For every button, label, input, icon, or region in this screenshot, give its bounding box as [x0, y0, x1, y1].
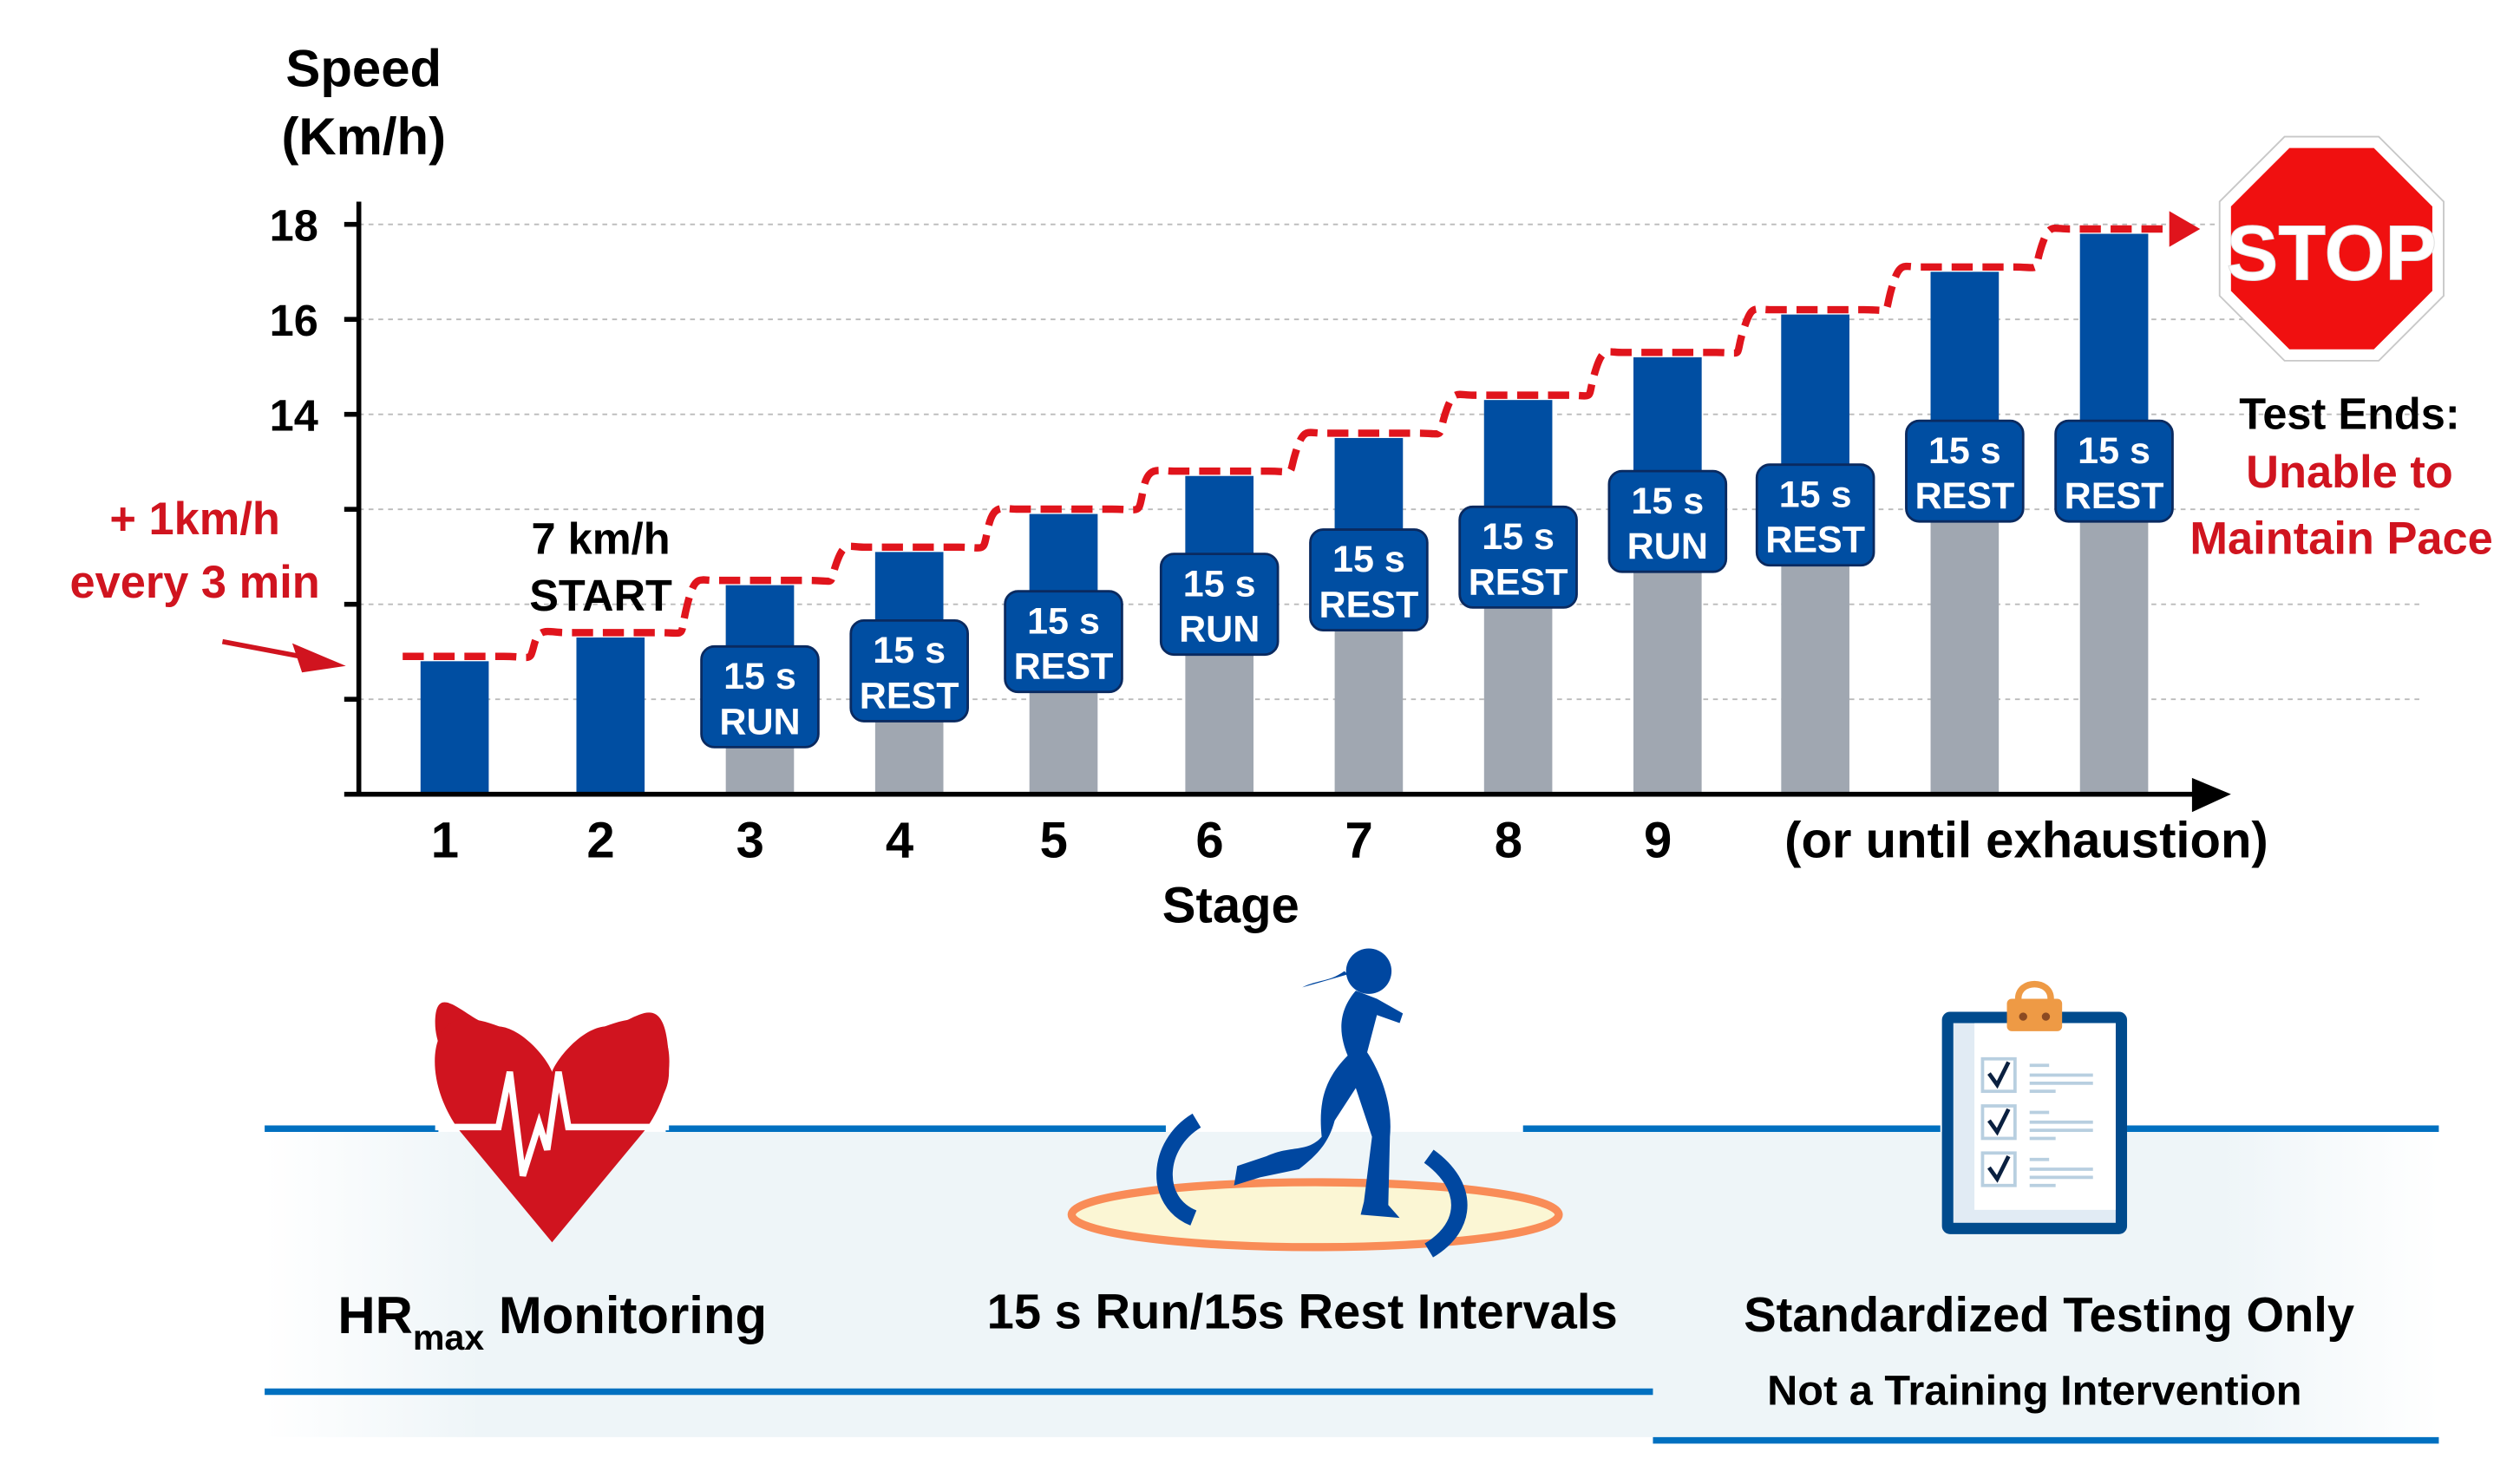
bar-run-portion — [2079, 233, 2149, 424]
increment-label-line2: every 3 min — [69, 558, 319, 608]
interval-badge-type: RUN — [719, 701, 800, 742]
runner-icon — [1067, 948, 1563, 1258]
testing-label: Standardized Testing Only — [1744, 1287, 2354, 1342]
bar-run-portion — [874, 552, 944, 625]
interval-badge-duration: 15 s — [1482, 516, 1555, 558]
interval-badge-type: REST — [860, 675, 959, 716]
bar-run-portion — [1781, 314, 1849, 468]
end-reason-line2: Maintain Pace — [2189, 514, 2492, 565]
interval-badge-box — [1755, 463, 1875, 567]
hr-label-sub: max — [413, 1318, 484, 1357]
interval-badge: 15 s REST — [1755, 463, 1875, 567]
bar-run-portion — [1185, 475, 1254, 558]
heart-ecg-icon — [435, 1002, 670, 1243]
interval-badge-type: RUN — [1627, 526, 1708, 567]
x-tail-label: (or until exhaustion) — [1784, 813, 2268, 869]
footer-lines — [265, 1125, 2439, 1444]
x-tick-label: 2 — [586, 813, 614, 869]
start-speed-label: 7 km/h — [532, 514, 671, 564]
increment-arrow-icon — [221, 638, 346, 673]
x-tick-labels: 1 2 3 4 5 6 7 8 9 — [431, 813, 1672, 869]
bar-run-portion — [1483, 400, 1553, 511]
interval-badge-box — [1905, 419, 2025, 523]
x-tick-label: 4 — [886, 813, 913, 869]
pace-arrow-icon — [2169, 211, 2201, 247]
interval-badge-box — [1458, 505, 1578, 609]
bar-stage-1 — [420, 661, 489, 795]
interval-badge-type: REST — [1915, 475, 2014, 517]
clipboard-checklist-icon — [1941, 980, 2128, 1234]
interval-badge-box — [1309, 528, 1429, 631]
x-axis-arrow-icon — [2191, 777, 2231, 813]
y-tick-label: 14 — [270, 390, 318, 440]
hr-label-main: HR — [337, 1286, 412, 1344]
interval-badge-duration: 15 s — [1631, 481, 1704, 522]
y-axis-title-line1: Speed — [285, 40, 442, 98]
stop-sign-text: STOP — [2226, 210, 2437, 297]
interval-badge-box — [849, 618, 969, 723]
interval-badge-type: REST — [1765, 520, 1865, 561]
x-tick-label: 7 — [1345, 813, 1373, 869]
x-axis-title: Stage — [1162, 878, 1299, 934]
interval-badge-duration: 15 s — [2078, 430, 2150, 472]
bar-run-portion — [1334, 438, 1404, 533]
bar-run-portion — [1930, 271, 2000, 424]
y-ticks: 14 16 18 — [270, 200, 359, 702]
interval-badge-box — [1159, 553, 1280, 657]
interval-badge-duration: 15 s — [1027, 600, 1100, 642]
y-tick-label: 18 — [270, 200, 318, 250]
interval-badge-box — [2054, 419, 2174, 523]
interval-badge-type: REST — [1469, 561, 1568, 603]
hr-label-rest: Monitoring — [484, 1286, 767, 1344]
testing-sublabel: Not a Training Intervention — [1767, 1367, 2301, 1414]
interval-badge-type: REST — [1014, 646, 1114, 688]
bar-run-portion — [1029, 513, 1098, 595]
interval-badge-duration: 15 s — [873, 630, 946, 671]
x-tick-label: 3 — [736, 813, 764, 869]
pace-line — [403, 224, 2176, 662]
interval-badge-duration: 15 s — [1183, 563, 1256, 605]
increment-label-line1: + 1km/h — [109, 494, 280, 545]
x-tick-label: 9 — [1644, 813, 1672, 869]
start-label: START — [529, 571, 672, 620]
x-tick-label: 1 — [431, 813, 459, 869]
interval-badge-duration: 15 s — [1928, 430, 2001, 472]
interval-badge-duration: 15 s — [1332, 539, 1405, 580]
stop-sign-icon: STOP — [2218, 135, 2445, 362]
interval-badge-box — [1004, 590, 1123, 694]
interval-badge-box — [1607, 469, 1728, 573]
bar-run-portion — [725, 585, 795, 651]
bar-stage-2 — [576, 637, 645, 795]
hr-monitoring-label: HRmax Monitoring — [337, 1286, 767, 1357]
x-tick-label: 5 — [1040, 813, 1068, 869]
interval-badge-box — [700, 644, 820, 749]
intervals-label: 15 s Run/15s Rest Intervals — [987, 1284, 1618, 1338]
interval-badge-duration: 15 s — [1779, 474, 1852, 515]
test-ends-label: Test Ends: — [2239, 389, 2459, 438]
x-tick-label: 6 — [1195, 813, 1223, 869]
bar-run-portion — [1633, 356, 1702, 474]
interval-badge-type: REST — [1319, 585, 1419, 626]
x-tick-label: 8 — [1495, 813, 1522, 869]
end-reason-line1: Unable to — [2246, 448, 2453, 498]
y-tick-label: 16 — [270, 296, 318, 345]
y-axis-title-line2: (Km/h) — [281, 108, 446, 166]
interval-badge: 15 s REST — [1309, 528, 1429, 631]
interval-badge-type: RUN — [1179, 609, 1260, 651]
interval-badge-duration: 15 s — [723, 656, 796, 697]
interval-badge-type: REST — [2065, 475, 2164, 517]
